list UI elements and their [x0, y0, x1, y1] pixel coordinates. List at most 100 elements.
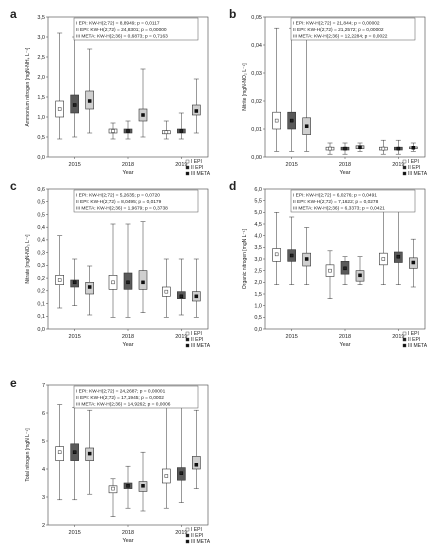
stats-line: III META: KW-H(2;36) = 1,9679; p = 0,373… — [76, 206, 168, 212]
y-tick-label: 0,6 — [37, 187, 45, 193]
stats-line: III META: KW-H(2;36) = 12,2284; p = 0,00… — [293, 34, 388, 40]
legend-swatch — [185, 165, 190, 170]
stats-line: I EPI: KW-H(2;72) = 5,2635; p = 0,0720 — [76, 193, 160, 199]
legend-swatch — [185, 331, 190, 336]
x-tick-label: 2018 — [339, 162, 351, 168]
box-median-marker — [396, 254, 401, 259]
box-median-marker — [194, 294, 199, 299]
box-median-marker — [358, 273, 362, 278]
box-median-marker — [111, 280, 115, 285]
stats-box — [73, 189, 199, 213]
legend-label: III META — [408, 343, 428, 349]
y-tick-label: 2,0 — [254, 280, 262, 286]
x-tick-label: 2015 — [69, 530, 81, 536]
x-tick-label: 2019 — [392, 334, 404, 340]
stats-line: II EPI: KW-H(2;72) = 21,2572; p = 0,0000… — [293, 27, 384, 33]
x-tick-label: 2019 — [392, 162, 404, 168]
legend-swatch — [185, 171, 190, 176]
panel-letter: c — [10, 179, 17, 193]
legend-label: I EPI — [191, 159, 202, 165]
y-axis-label: Nitrate [mgN-NO₃ L⁻¹] — [25, 234, 31, 284]
y-tick-label: 3 — [42, 495, 45, 501]
box-median-marker — [328, 268, 332, 273]
legend-label: III META — [191, 343, 211, 349]
legend-swatch — [185, 539, 190, 544]
box-median-marker — [126, 129, 130, 133]
y-tick-label: 4,5 — [254, 222, 262, 228]
y-tick-label: 0,2 — [37, 276, 45, 282]
legend-swatch — [185, 159, 190, 164]
box-median-marker — [164, 130, 169, 134]
y-tick-label: 0,4 — [37, 238, 45, 244]
box-median-marker — [57, 107, 62, 111]
y-tick-label: 0,3 — [37, 250, 45, 256]
y-tick-label: 4,0 — [254, 233, 262, 239]
box-median-marker — [72, 103, 77, 107]
box-median-marker — [179, 129, 184, 133]
box-median-marker — [87, 99, 92, 103]
box-median-marker — [87, 451, 92, 456]
box-median-marker — [411, 260, 416, 265]
panel-letter: a — [10, 7, 17, 21]
y-tick-label: 5,5 — [254, 198, 262, 204]
box-median-marker — [274, 252, 279, 257]
y-tick-label: 0,5 — [37, 135, 45, 141]
legend-label: III META — [408, 171, 428, 177]
box-median-marker — [304, 124, 309, 128]
legend-label: II EPI — [408, 337, 420, 343]
y-tick-label: 0,0 — [37, 155, 45, 161]
y-tick-label: 0,1 — [37, 301, 45, 307]
chart-panel-b: b 0,00 0,01 0,02 0,03 0,04 0,05 Nitrite [mgN-NO… — [229, 7, 428, 177]
box-median-marker — [111, 129, 115, 133]
box-median-marker — [304, 257, 309, 261]
stats-box — [73, 385, 199, 409]
x-tick-label: 2015 — [286, 334, 298, 340]
chart-panel-e: e 2 3 4 5 6 7 Total nitrogen [mgN L⁻¹] 2015 2018 2… — [10, 376, 211, 545]
y-tick-label: 0,0 — [37, 327, 45, 333]
y-tick-label: 2,5 — [37, 55, 45, 61]
stats-box — [73, 17, 199, 41]
stats-line: I EPI: KW-H(2;72) = 21,844; p = 0,00002 — [293, 21, 380, 27]
box-median-marker — [289, 118, 294, 123]
stats-line: I EPI: KW-H(2;72) = 8,8949; p = 0,0117 — [76, 21, 160, 27]
y-tick-label: 0,5 — [254, 315, 262, 321]
panel-letter: b — [229, 7, 236, 21]
y-tick-label: 0,1 — [37, 314, 45, 320]
panel-letter: e — [10, 376, 17, 390]
box-median-marker — [141, 113, 145, 117]
y-tick-label: 2,5 — [254, 268, 262, 274]
legend-swatch — [402, 343, 407, 348]
box-median-marker — [396, 146, 401, 151]
x-tick-label: 2019 — [175, 162, 187, 168]
x-tick-label: 2019 — [175, 530, 187, 536]
y-tick-label: 0,5 — [37, 212, 45, 218]
x-tick-label: 2015 — [69, 334, 81, 340]
y-tick-label: 3,0 — [37, 35, 45, 41]
legend-swatch — [402, 159, 407, 164]
stats-line: III META: KW-H(2;36) = 14,9262; p = 0,00… — [76, 402, 171, 408]
y-axis-label: Total nitrogen [mgN L⁻¹] — [25, 428, 31, 482]
legend-swatch — [402, 337, 407, 342]
x-axis-label: Year — [122, 538, 133, 544]
box-median-marker — [179, 471, 184, 475]
box-median-marker — [111, 486, 115, 491]
legend-swatch — [185, 337, 190, 342]
y-tick-label: 0,00 — [251, 155, 262, 161]
x-tick-label: 2018 — [339, 334, 351, 340]
y-tick-label: 0,4 — [37, 225, 45, 231]
box-median-marker — [164, 474, 169, 478]
y-tick-label: 3,5 — [37, 15, 45, 21]
box-median-marker — [274, 118, 279, 123]
x-axis-label: Year — [122, 170, 133, 176]
stats-line: II EPI: KW-H(2;72) = 7,1622; p = 0,0278 — [293, 199, 379, 205]
y-tick-label: 7 — [42, 383, 45, 389]
box-median-marker — [164, 289, 169, 294]
chart-panel-c: c 0,0 0,1 0,1 0,2 0,2 0,3 0,3 0,4 0,4 0,5 0,5 0,6 Nit… — [10, 179, 211, 349]
y-tick-label: 0,01 — [251, 127, 262, 133]
box-median-marker — [343, 266, 347, 271]
y-tick-label: 6 — [42, 411, 45, 417]
stats-line: III META: KW-H(2;36) = 0,6873; p = 0,716… — [76, 34, 168, 40]
y-tick-label: 3,0 — [254, 257, 262, 263]
x-tick-label: 2018 — [122, 334, 134, 340]
y-tick-label: 0,5 — [37, 200, 45, 206]
